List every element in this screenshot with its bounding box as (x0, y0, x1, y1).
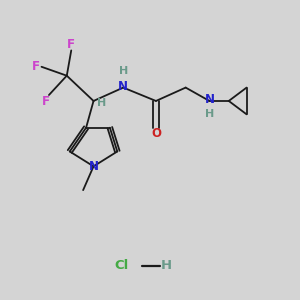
Text: O: O (151, 127, 161, 140)
Text: Cl: Cl (115, 260, 129, 272)
Text: N: N (118, 80, 128, 93)
Text: N: N (88, 160, 98, 173)
Text: H: H (161, 260, 172, 272)
Text: F: F (67, 38, 75, 51)
Text: F: F (32, 60, 40, 73)
Text: N: N (204, 93, 214, 106)
Text: H: H (205, 109, 214, 119)
Text: H: H (118, 66, 128, 76)
Text: H: H (97, 98, 106, 108)
Text: F: F (42, 95, 50, 108)
